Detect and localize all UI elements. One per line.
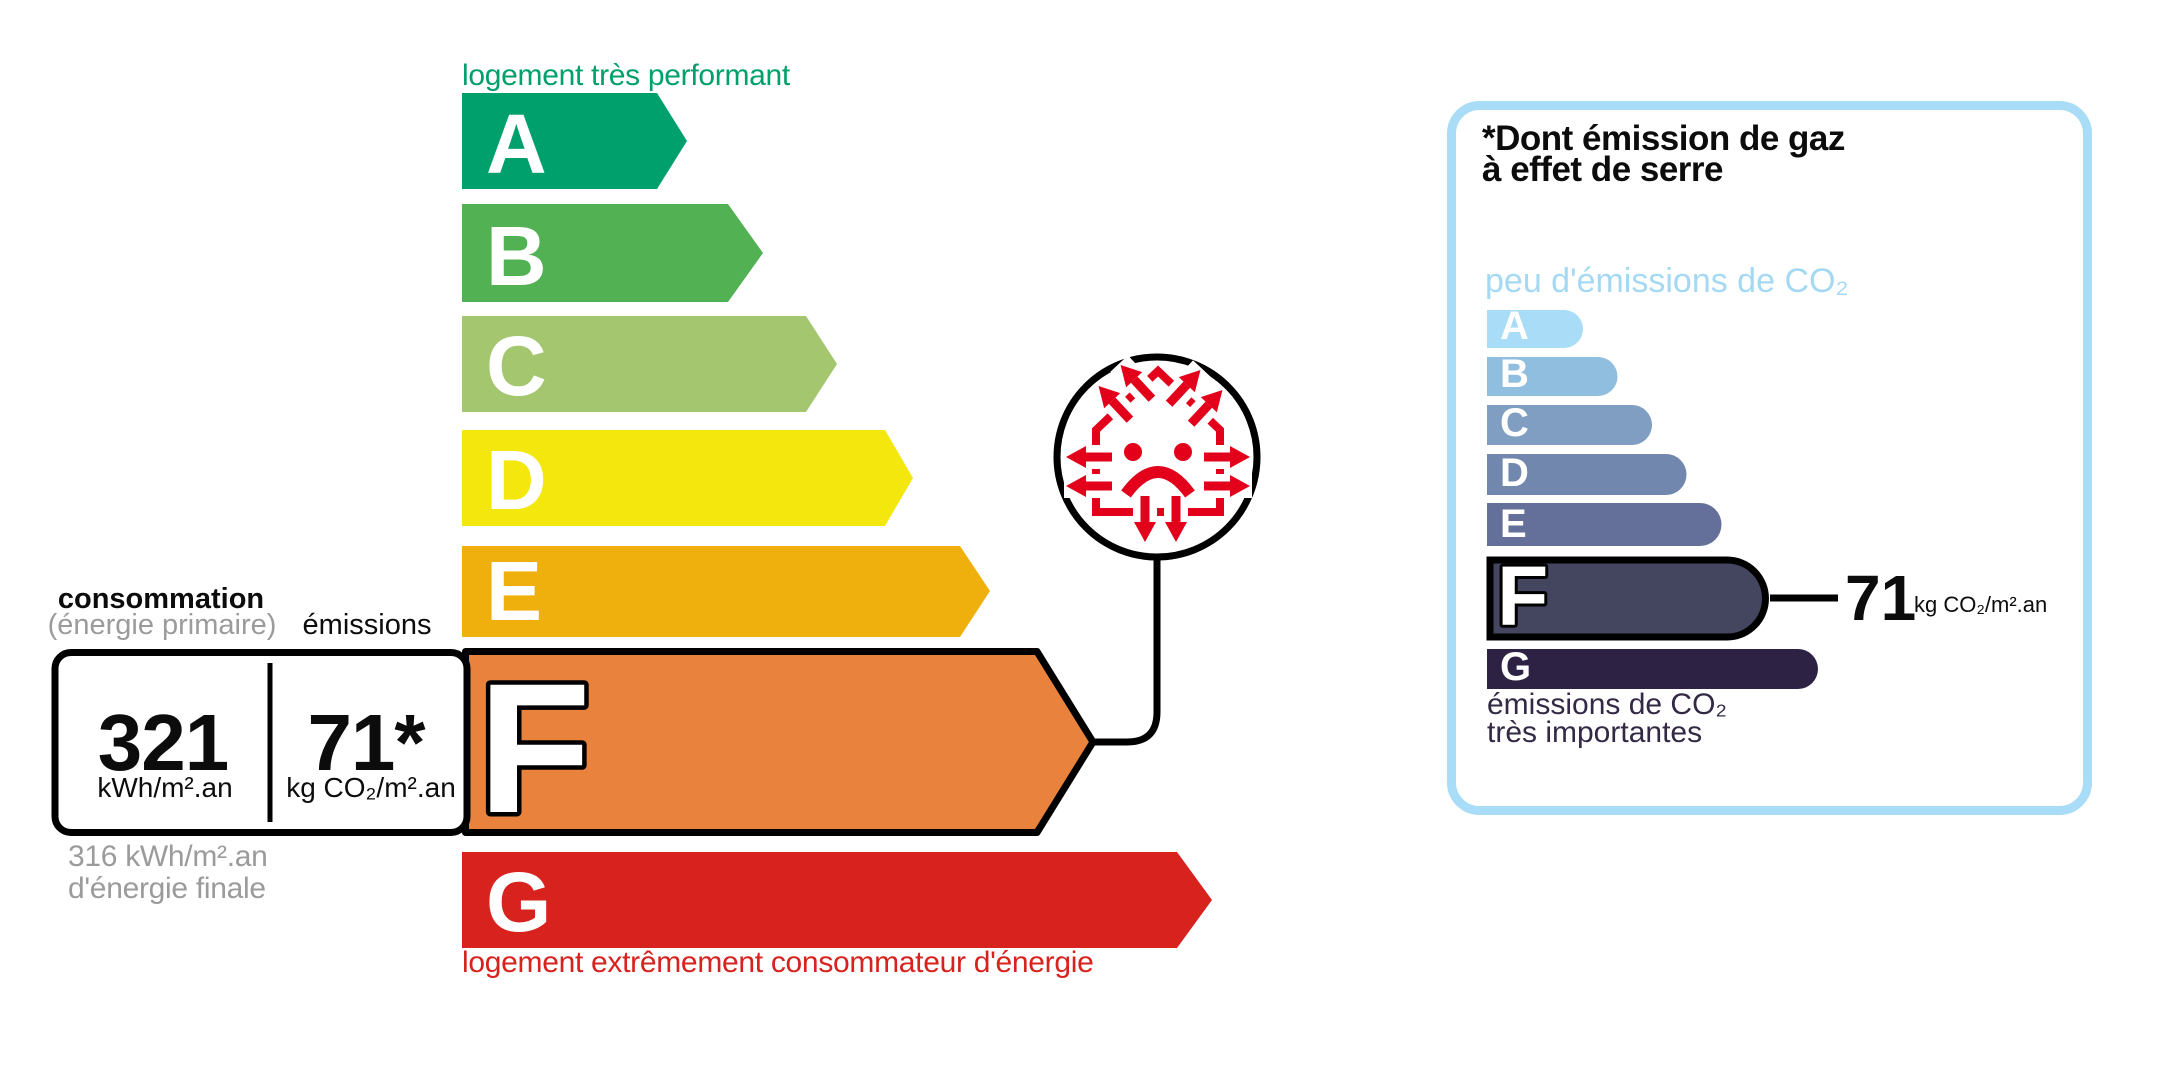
co2-panel-title-line2: à effet de serre xyxy=(1482,150,1723,189)
co2-result-unit: kg CO₂/m².an xyxy=(1914,592,2047,617)
co2-bar-d xyxy=(1487,454,1687,495)
heat-arrow-roof-left-2 xyxy=(1110,355,1165,412)
co2-unit: kg CO₂/m².an xyxy=(286,772,456,803)
co2-letter-a: A xyxy=(1500,304,1529,348)
co2-value: 71* xyxy=(307,698,426,787)
energy-value: 321 xyxy=(98,698,228,787)
energy-letter-e: E xyxy=(486,544,542,638)
co2-letter-g: G xyxy=(1500,645,1531,689)
heat-arrow-bottom-2 xyxy=(1164,490,1188,544)
house-outline xyxy=(1092,365,1224,516)
energy-arrow-b xyxy=(462,204,763,302)
label-emissions: émissions xyxy=(303,609,432,641)
values-box xyxy=(51,649,471,836)
heat-arrow-roof-left-1 xyxy=(1088,376,1143,433)
energy-letter-a: A xyxy=(486,97,547,191)
energy-letter-b: B xyxy=(486,209,547,303)
final-energy-line2: d'énergie finale xyxy=(68,872,266,905)
energy-letter-d: D xyxy=(486,433,547,527)
icon-eye-right xyxy=(1174,443,1192,461)
label-consommation: consommation xyxy=(58,583,264,615)
co2-letter-e: E xyxy=(1500,502,1527,546)
energy-unit: kWh/m².an xyxy=(97,772,232,803)
energy-arrow-g xyxy=(462,852,1212,948)
co2-bar-f-current xyxy=(1486,556,1769,641)
co2-top-caption: peu d'émissions de CO₂ xyxy=(1485,262,1849,300)
connector-line xyxy=(1086,556,1161,746)
energy-arrow-d xyxy=(462,430,913,526)
energy-letter-g: G xyxy=(486,855,551,949)
final-energy-line1: 316 kWh/m².an xyxy=(68,840,268,873)
co2-bar-a xyxy=(1487,310,1583,348)
energy-arrow-c xyxy=(462,316,837,412)
icon-eye-left xyxy=(1124,443,1142,461)
energy-letter-f-current: F xyxy=(478,646,591,852)
co2-letter-f-current: F xyxy=(1497,549,1548,643)
co2-letter-b: B xyxy=(1500,352,1529,396)
energy-letter-c: C xyxy=(486,319,547,413)
co2-result-value: 71 xyxy=(1845,562,1916,634)
heat-arrow-bottom-1 xyxy=(1133,490,1157,544)
label-energie-primaire: (énergie primaire) xyxy=(48,609,277,641)
heat-arrow-left-2 xyxy=(1064,474,1118,498)
co2-letter-d: D xyxy=(1500,451,1529,495)
energy-bottom-caption: logement extrêmement consommateur d'éner… xyxy=(462,946,1094,979)
co2-bar-c xyxy=(1487,405,1652,445)
energy-sieve-icon xyxy=(1053,353,1261,561)
heat-arrow-right-2 xyxy=(1198,474,1252,498)
co2-bottom-caption-line2: très importantes xyxy=(1487,716,1702,749)
heat-arrow-right-1 xyxy=(1198,445,1252,469)
heat-arrow-left-1 xyxy=(1064,445,1118,469)
co2-bar-e xyxy=(1487,503,1722,546)
heat-arrow-roof-right-2 xyxy=(1178,380,1233,437)
heat-arrow-roof-right-1 xyxy=(1156,360,1211,417)
co2-bar-g xyxy=(1487,649,1818,689)
energy-arrow-a xyxy=(462,93,687,189)
energy-top-caption: logement très performant xyxy=(462,59,791,92)
energy-arrow-e xyxy=(462,546,990,637)
co2-panel-title-line1: *Dont émission de gaz xyxy=(1482,119,1845,158)
co2-letter-c: C xyxy=(1500,401,1529,445)
icon-frown-mouth xyxy=(1121,466,1195,498)
co2-bar-b xyxy=(1487,357,1618,396)
co2-bottom-caption-line1: émissions de CO₂ xyxy=(1487,688,1727,721)
